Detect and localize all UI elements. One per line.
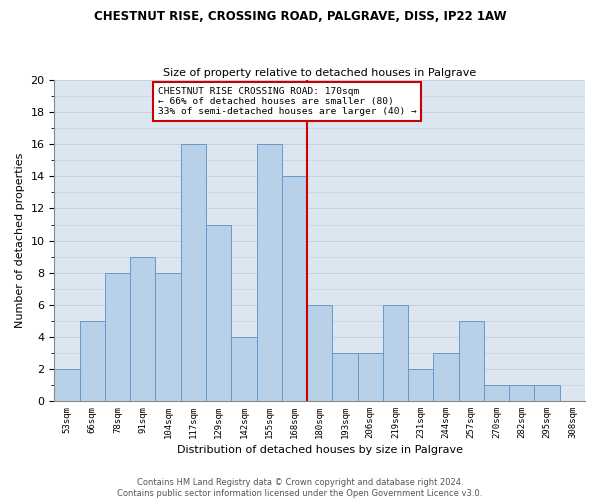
- Bar: [282, 176, 307, 401]
- Bar: [458, 321, 484, 401]
- Bar: [307, 304, 332, 401]
- Text: Contains HM Land Registry data © Crown copyright and database right 2024.
Contai: Contains HM Land Registry data © Crown c…: [118, 478, 482, 498]
- Bar: [257, 144, 282, 401]
- Bar: [181, 144, 206, 401]
- Bar: [231, 337, 257, 401]
- Y-axis label: Number of detached properties: Number of detached properties: [15, 153, 25, 328]
- Bar: [80, 321, 105, 401]
- Bar: [155, 272, 181, 401]
- Bar: [206, 224, 231, 401]
- Bar: [408, 369, 433, 401]
- Bar: [433, 353, 458, 401]
- Bar: [55, 369, 80, 401]
- Bar: [509, 385, 535, 401]
- Bar: [484, 385, 509, 401]
- Bar: [105, 272, 130, 401]
- Bar: [535, 385, 560, 401]
- Bar: [358, 353, 383, 401]
- Bar: [130, 256, 155, 401]
- Bar: [332, 353, 358, 401]
- X-axis label: Distribution of detached houses by size in Palgrave: Distribution of detached houses by size …: [177, 445, 463, 455]
- Text: CHESTNUT RISE CROSSING ROAD: 170sqm
← 66% of detached houses are smaller (80)
33: CHESTNUT RISE CROSSING ROAD: 170sqm ← 66…: [158, 86, 417, 117]
- Text: CHESTNUT RISE, CROSSING ROAD, PALGRAVE, DISS, IP22 1AW: CHESTNUT RISE, CROSSING ROAD, PALGRAVE, …: [94, 10, 506, 23]
- Bar: [383, 304, 408, 401]
- Title: Size of property relative to detached houses in Palgrave: Size of property relative to detached ho…: [163, 68, 476, 78]
